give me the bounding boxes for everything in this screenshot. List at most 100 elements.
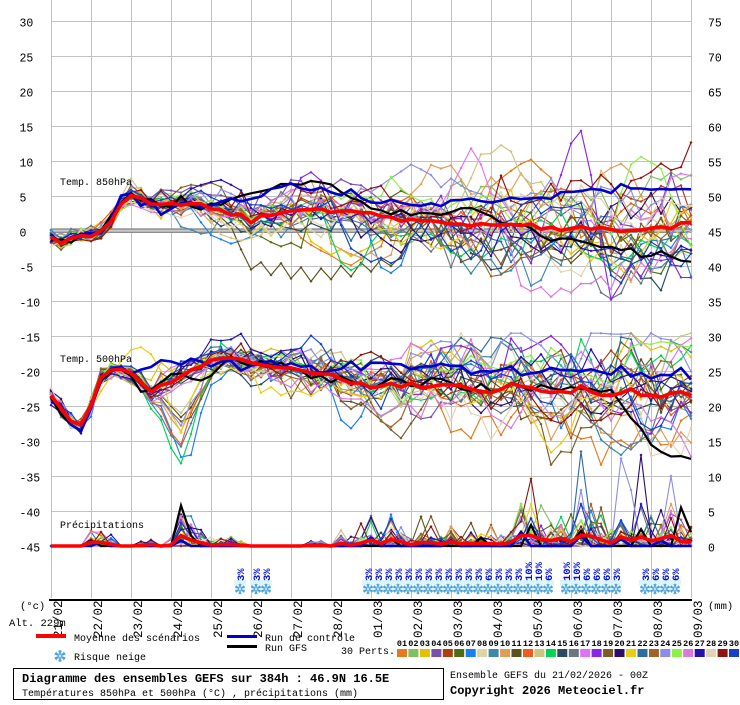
svg-text:6%: 6%: [484, 568, 496, 581]
svg-text:03/03: 03/03: [452, 600, 466, 638]
svg-text:6%: 6%: [592, 568, 604, 581]
svg-text:27/02: 27/02: [292, 600, 306, 638]
svg-text:19: 19: [603, 639, 613, 649]
svg-text:25: 25: [672, 639, 682, 649]
svg-text:3%: 3%: [252, 568, 264, 581]
svg-text:3%: 3%: [434, 568, 446, 581]
svg-text:15: 15: [557, 639, 567, 649]
svg-text:10%: 10%: [524, 561, 536, 581]
svg-text:Run GFS: Run GFS: [265, 644, 307, 655]
svg-text:30 Perts.: 30 Perts.: [341, 647, 395, 658]
svg-text:26: 26: [683, 639, 693, 649]
svg-text:03: 03: [420, 639, 430, 649]
svg-text:0: 0: [708, 543, 715, 556]
svg-text:04: 04: [431, 639, 441, 649]
svg-text:15: 15: [708, 438, 722, 451]
svg-text:-10: -10: [20, 298, 41, 311]
svg-text:22: 22: [637, 639, 647, 649]
svg-text:26/02: 26/02: [252, 600, 266, 638]
svg-text:-30: -30: [20, 438, 41, 451]
svg-text:07: 07: [466, 639, 476, 649]
svg-text:3%: 3%: [384, 568, 396, 581]
svg-text:3%: 3%: [404, 568, 416, 581]
svg-text:50: 50: [708, 193, 722, 206]
svg-text:3%: 3%: [414, 568, 426, 581]
svg-text:6%: 6%: [544, 568, 556, 581]
svg-text:Copyright 2026 Meteociel.fr: Copyright 2026 Meteociel.fr: [450, 684, 644, 698]
svg-text:3%: 3%: [424, 568, 436, 581]
svg-text:3%: 3%: [494, 568, 506, 581]
svg-text:02/03: 02/03: [412, 600, 426, 638]
svg-text:06: 06: [454, 639, 464, 649]
svg-text:3%: 3%: [364, 568, 376, 581]
svg-text:40: 40: [708, 263, 722, 276]
svg-text:6%: 6%: [671, 568, 683, 581]
svg-text:Précipitations: Précipitations: [60, 520, 144, 532]
svg-text:75: 75: [708, 18, 722, 31]
svg-text:3%: 3%: [394, 568, 406, 581]
svg-text:12: 12: [523, 639, 533, 649]
svg-text:5: 5: [20, 193, 27, 206]
svg-text:09: 09: [488, 639, 498, 649]
svg-text:3%: 3%: [514, 568, 526, 581]
svg-text:24: 24: [660, 639, 670, 649]
svg-text:70: 70: [708, 53, 722, 66]
svg-text:Moyenne des scénarios: Moyenne des scénarios: [74, 633, 200, 645]
svg-text:3%: 3%: [374, 568, 386, 581]
svg-text:-25: -25: [20, 403, 41, 416]
svg-text:07/03: 07/03: [612, 600, 626, 638]
svg-text:Temp. 500hPa: Temp. 500hPa: [60, 354, 132, 366]
svg-text:3%: 3%: [641, 568, 653, 581]
svg-text:10: 10: [500, 639, 510, 649]
svg-text:-5: -5: [20, 263, 34, 276]
svg-text:6%: 6%: [661, 568, 673, 581]
svg-text:-15: -15: [20, 333, 41, 346]
svg-text:30: 30: [729, 639, 739, 649]
svg-text:25: 25: [20, 53, 34, 66]
svg-text:15: 15: [20, 123, 34, 136]
svg-text:-35: -35: [20, 473, 41, 486]
svg-text:3%: 3%: [444, 568, 456, 581]
svg-text:0: 0: [20, 228, 27, 241]
svg-text:25: 25: [708, 368, 722, 381]
svg-text:6%: 6%: [582, 568, 594, 581]
svg-text:28/02: 28/02: [332, 600, 346, 638]
svg-text:01/03: 01/03: [372, 600, 386, 638]
svg-text:10: 10: [20, 158, 34, 171]
svg-text:05: 05: [443, 639, 453, 649]
svg-text:3%: 3%: [504, 568, 516, 581]
svg-text:Risque neige: Risque neige: [74, 652, 146, 664]
svg-text:27: 27: [695, 639, 705, 649]
svg-text:02: 02: [408, 639, 418, 649]
svg-text:14: 14: [546, 639, 556, 649]
svg-text:08/03: 08/03: [652, 600, 666, 638]
svg-text:22/02: 22/02: [92, 600, 106, 638]
svg-text:Alt. 229m: Alt. 229m: [9, 618, 66, 630]
svg-text:17: 17: [580, 639, 590, 649]
svg-text:23/02: 23/02: [132, 600, 146, 638]
svg-text:21/02: 21/02: [52, 600, 66, 638]
svg-text:28: 28: [706, 639, 716, 649]
svg-text:60: 60: [708, 123, 722, 136]
svg-text:6%: 6%: [651, 568, 663, 581]
svg-text:24/02: 24/02: [172, 600, 186, 638]
svg-text:5: 5: [708, 508, 715, 521]
svg-text:01: 01: [397, 639, 407, 649]
svg-text:(mm): (mm): [708, 601, 733, 613]
svg-text:20: 20: [20, 88, 34, 101]
svg-text:Températures 850hPa et 500hPa: Températures 850hPa et 500hPa (°C) , pré…: [22, 688, 358, 700]
svg-text:10%: 10%: [534, 561, 546, 581]
svg-text:16: 16: [569, 639, 579, 649]
svg-text:30: 30: [708, 333, 722, 346]
svg-text:Temp. 850hPa: Temp. 850hPa: [60, 177, 132, 189]
svg-text:04/03: 04/03: [492, 600, 506, 638]
svg-text:10%: 10%: [562, 561, 574, 581]
svg-text:-40: -40: [20, 508, 41, 521]
svg-text:3%: 3%: [474, 568, 486, 581]
svg-text:35: 35: [708, 298, 722, 311]
svg-text:10%: 10%: [572, 561, 584, 581]
svg-text:10: 10: [708, 473, 722, 486]
svg-text:3%: 3%: [236, 568, 248, 581]
svg-text:29: 29: [717, 639, 727, 649]
svg-text:3%: 3%: [262, 568, 274, 581]
